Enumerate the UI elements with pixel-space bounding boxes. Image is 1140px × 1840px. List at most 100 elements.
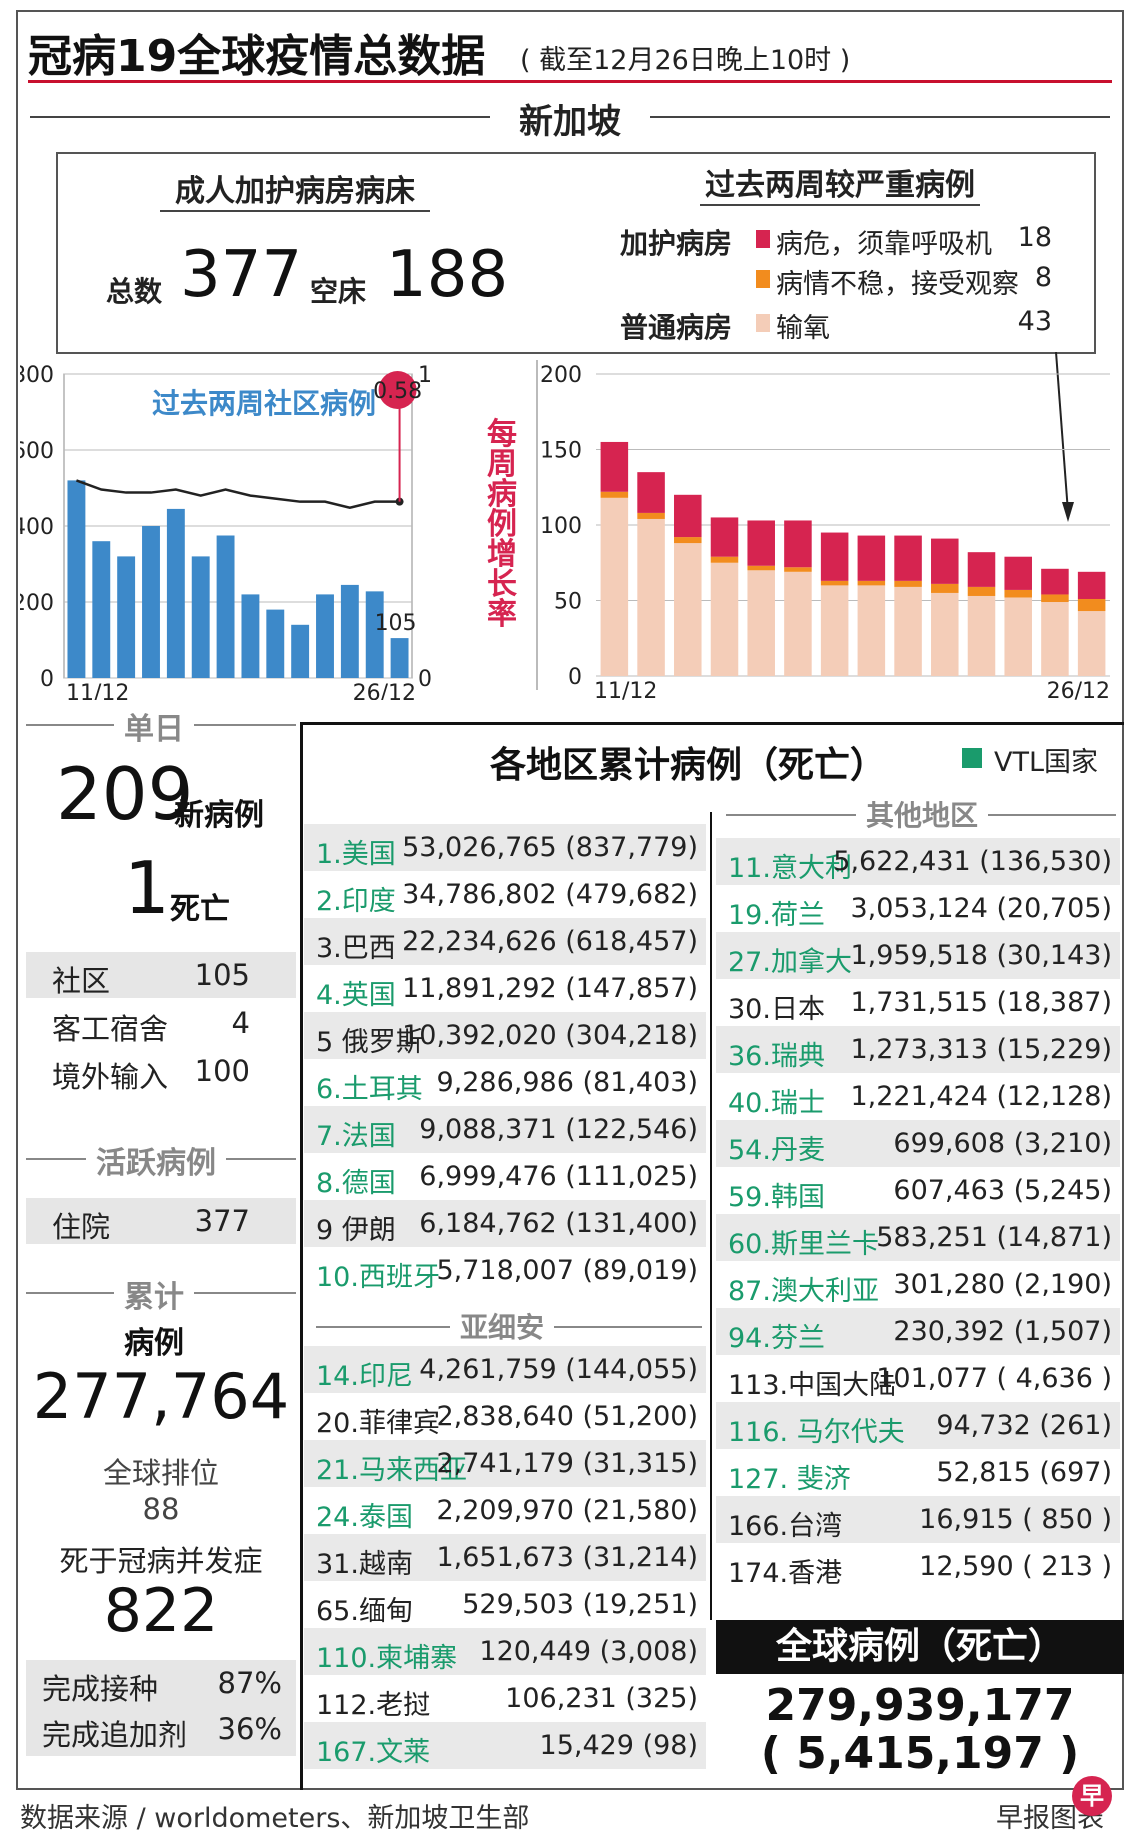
country-name: 24.泰国 [316, 1502, 413, 1533]
others-row: 27.加拿大 1,959,518 (30,143) [716, 932, 1120, 979]
daily-heading: 单日 [114, 704, 194, 748]
country-name: 21.马来西亚 [316, 1455, 467, 1486]
country-cases-deaths: 5,718,007 (89,019) [436, 1255, 698, 1286]
country-cases-deaths: 1,273,313 (15,229) [850, 1034, 1112, 1065]
stacked-bar-segment [1077, 611, 1106, 676]
community-bar [67, 480, 86, 678]
stacked-bar-segment [1004, 589, 1032, 598]
vacc-full-label: 完成接种 [42, 1672, 159, 1706]
country-cases-deaths: 16,915 ( 850 ) [919, 1504, 1112, 1535]
community-bar [291, 624, 310, 678]
pointer-line [1055, 352, 1074, 522]
legend-unstable-label: 病情不稳，接受观察 [776, 269, 1019, 300]
country-cases-deaths: 2,741,179 (31,315) [436, 1448, 698, 1479]
legend-oxygen-label: 输氧 [776, 313, 830, 344]
asean-row: 21.马来西亚 2,741,179 (31,315) [304, 1440, 706, 1487]
country-name: 14.印尼 [316, 1361, 413, 1392]
x-end-label: 26/12 [1047, 679, 1110, 700]
asean-row: 112.老挝 106,231 (325) [304, 1675, 706, 1722]
country-cases-deaths: 5,622,431 (136,530) [833, 846, 1112, 877]
country-cases-deaths: 94,732 (261) [936, 1410, 1112, 1441]
cumulative-cases-value: 277,764 [32, 1360, 290, 1433]
growth-rate-callout-bubble [378, 371, 417, 409]
daily-dorm-label: 客工宿舍 [52, 1012, 169, 1046]
y-tick-label: 200 [20, 591, 54, 616]
legend-ventilator-value: 18 [1017, 222, 1052, 253]
stacked-bar-segment [637, 472, 665, 513]
stacked-bar-segment [710, 517, 739, 557]
global-rank-value: 88 [142, 1492, 180, 1526]
others-row: 166.台湾 16,915 ( 850 ) [716, 1496, 1120, 1543]
country-name: 36.瑞典 [728, 1041, 825, 1072]
others-heading: 其他地区 [856, 794, 989, 834]
country-cases-deaths: 1,959,518 (30,143) [850, 940, 1112, 971]
community-bar [92, 541, 111, 678]
stacked-bar-segment [747, 565, 775, 571]
stacked-bar-segment [600, 491, 629, 498]
country-name: 65.缅甸 [316, 1596, 413, 1627]
country-name: 3.巴西 [316, 933, 396, 964]
country-cases-deaths: 2,209,970 (21,580) [436, 1495, 698, 1526]
country-cases-deaths: 52,815 (697) [936, 1457, 1112, 1488]
country-cases-deaths: 1,221,424 (12,128) [850, 1081, 1112, 1112]
community-bar [316, 594, 334, 678]
country-cases-deaths: 3,053,124 (20,705) [850, 893, 1112, 924]
country-name: 54.丹麦 [728, 1135, 825, 1166]
top10-row: 4.英国 11,891,292 (147,857) [304, 965, 706, 1012]
vaccination-box [26, 1660, 296, 1756]
country-cases-deaths: 230,392 (1,507) [893, 1316, 1112, 1347]
asean-list: 14.印尼 4,261,759 (144,055) 20.菲律宾 2,838,640 … [304, 1346, 706, 1769]
global-rank-label: 全球排位 [102, 1456, 219, 1490]
icu-empty-label: 空床 [310, 275, 367, 308]
vacc-booster-value: 36% [217, 1712, 282, 1746]
top10-row: 3.巴西 22,234,626 (618,457) [304, 918, 706, 965]
community-cases-chart: 0 200 400 600 800 0.58 105 0 1 11/12 26/12 过去两周社区病… [20, 360, 520, 700]
country-name: 174.香港 [728, 1558, 843, 1589]
asean-heading: 亚细安 [450, 1306, 555, 1346]
global-cases: 279,939,177 [765, 1680, 1075, 1731]
country-name: 11.意大利 [728, 853, 852, 884]
asean-row: 14.印尼 4,261,759 (144,055) [304, 1346, 706, 1393]
stacked-bar-segment [967, 586, 996, 596]
community-bar [365, 591, 384, 678]
stacked-bar-segment [600, 441, 629, 492]
country-cases-deaths: 583,251 (14,871) [876, 1222, 1112, 1253]
others-row: 59.韩国 607,463 (5,245) [716, 1167, 1120, 1214]
daily-deaths: 1 [124, 846, 170, 930]
vtl-legend-label: VTL国家 [994, 747, 1099, 778]
community-bar [340, 584, 359, 678]
stacked-bar-segment [931, 583, 959, 593]
y-tick-label: 800 [20, 363, 54, 388]
country-cases-deaths: 529,503 (19,251) [462, 1589, 698, 1620]
stacked-bar-segment [1004, 556, 1032, 590]
others-list: 11.意大利 5,622,431 (136,530) 19.荷兰 3,053,124 … [716, 838, 1120, 1590]
country-name: 30.日本 [728, 994, 825, 1025]
top10-row: 9 伊朗 6,184,762 (131,400) [304, 1200, 706, 1247]
country-name: 31.越南 [316, 1549, 413, 1580]
others-row: 174.香港 12,590 ( 213 ) [716, 1543, 1120, 1590]
country-name: 94.芬兰 [728, 1323, 825, 1354]
top10-row: 10.西班牙 5,718,007 (89,019) [304, 1247, 706, 1294]
stacked-bar-segment [1077, 598, 1106, 612]
vacc-booster-label: 完成追加剂 [42, 1718, 188, 1752]
top10-row: 7.法国 9,088,371 (122,546) [304, 1106, 706, 1153]
country-name: 5 俄罗斯 [316, 1027, 423, 1058]
country-name: 7.法国 [316, 1121, 396, 1152]
top10-row: 8.德国 6,999,476 (111,025) [304, 1153, 706, 1200]
community-bar [266, 609, 285, 678]
daily-community-value: 105 [194, 958, 250, 992]
table-title: 各地区累计病例（死亡） [490, 745, 887, 786]
country-cases-deaths: 34,786,802 (479,682) [402, 879, 698, 910]
y-tick-label: 200 [540, 363, 582, 388]
stacked-bar-segment [931, 592, 959, 676]
country-cases-deaths: 4,261,759 (144,055) [419, 1354, 698, 1385]
section-line-right [650, 116, 1110, 118]
stacked-bar-segment [1077, 571, 1106, 599]
top10-row: 2.印度 34,786,802 (479,682) [304, 871, 706, 918]
legend-unstable-swatch [756, 270, 770, 288]
stacked-bar-segment [710, 562, 739, 676]
stacked-bar-segment [857, 580, 886, 586]
country-name: 27.加拿大 [728, 947, 852, 978]
country-cases-deaths: 101,077 ( 4,636 ) [876, 1363, 1112, 1394]
asean-row: 110.柬埔寨 120,449 (3,008) [304, 1628, 706, 1675]
